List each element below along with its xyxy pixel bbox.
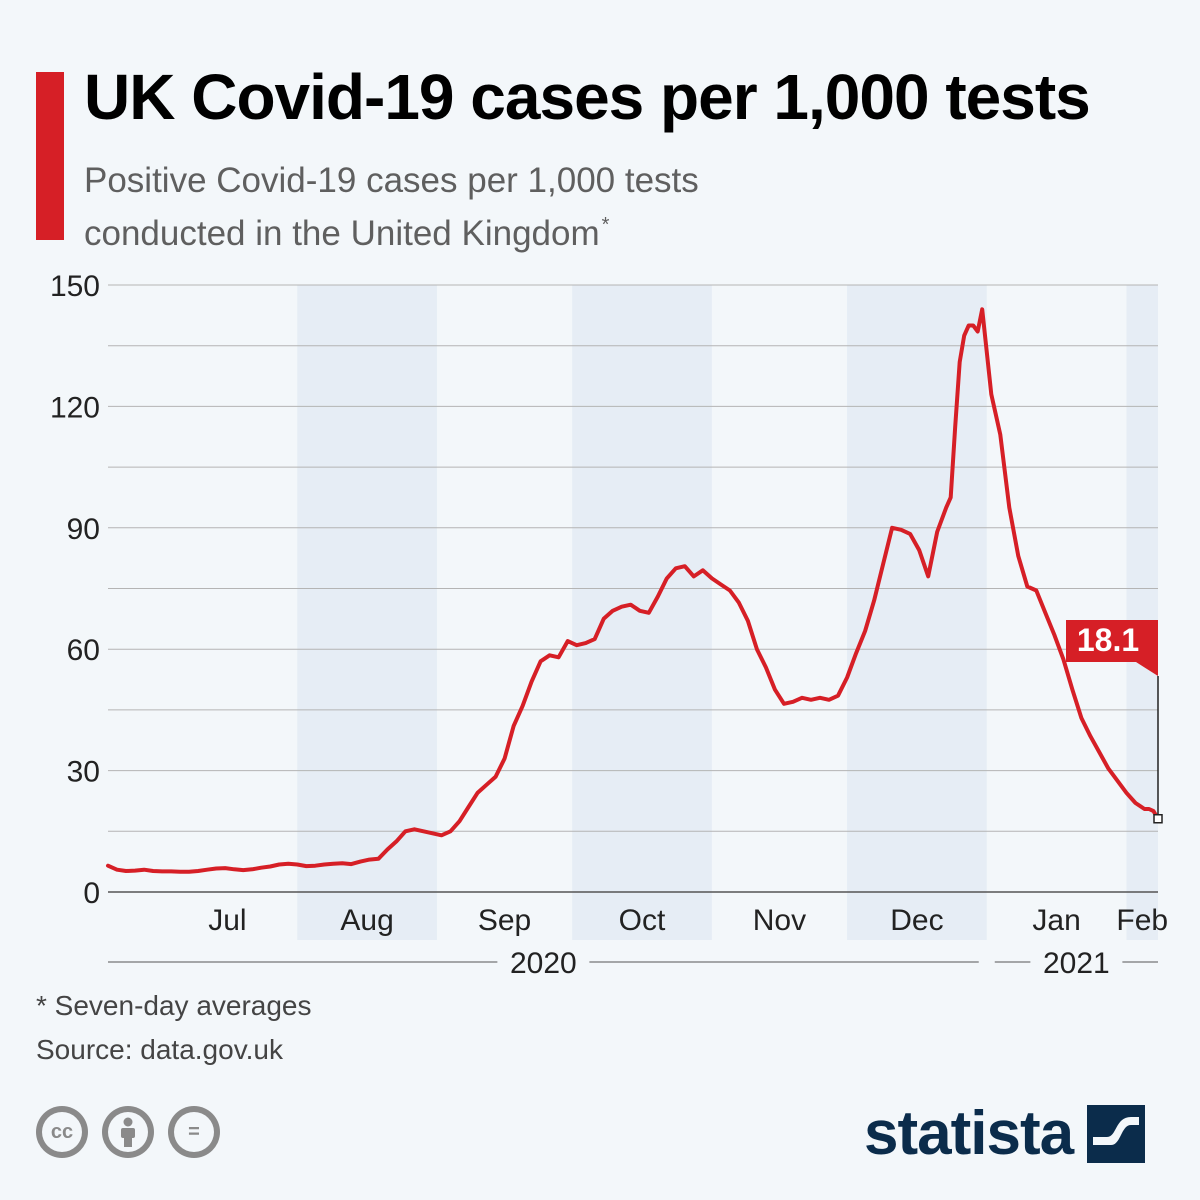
y-tick-label: 0	[83, 877, 100, 910]
cc-glyph: cc	[42, 1112, 82, 1152]
x-tick-label-jan: Jan	[1032, 904, 1080, 937]
x-tick-label-jul: Jul	[208, 904, 246, 937]
cc-noderivatives-icon[interactable]: =	[168, 1106, 220, 1158]
source-note: Source: data.gov.uk	[36, 1034, 283, 1065]
callout-box	[1066, 620, 1158, 676]
subtitle-footnote-marker: *	[601, 214, 610, 236]
page-subtitle: Positive Covid-19 cases per 1,000 tests …	[84, 158, 844, 256]
year-label-2020: 2020	[510, 947, 577, 980]
brand-name: statista	[864, 1099, 1074, 1168]
year-label-2021: 2021	[1043, 947, 1110, 980]
x-tick-label-feb: Feb	[1116, 904, 1168, 937]
month-band-feb	[1126, 285, 1158, 940]
x-tick-label-dec: Dec	[890, 904, 943, 937]
y-tick-label: 90	[67, 513, 100, 546]
y-tick-label: 60	[67, 634, 100, 667]
y-tick-label: 150	[50, 270, 100, 303]
statista-mark-icon	[1087, 1104, 1146, 1163]
license-icons: cc =	[36, 1106, 220, 1158]
x-tick-label-sep: Sep	[478, 904, 531, 937]
cc-attribution-icon[interactable]	[102, 1106, 154, 1158]
person-icon	[121, 1117, 135, 1147]
y-tick-label: 120	[50, 391, 100, 424]
series-line	[106, 307, 1160, 874]
x-tick-label-nov: Nov	[753, 904, 806, 937]
callout-label: 18.1	[1077, 622, 1139, 658]
month-band-aug	[297, 285, 437, 940]
month-band-dec	[847, 285, 987, 940]
statista-logo[interactable]: statista	[864, 1098, 1146, 1169]
x-tick-label-oct: Oct	[619, 904, 666, 937]
footnote: * Seven-day averages	[36, 990, 312, 1021]
subtitle-text: Positive Covid-19 cases per 1,000 tests …	[84, 161, 699, 253]
y-tick-label: 30	[67, 756, 100, 789]
x-tick-label-aug: Aug	[340, 904, 393, 937]
cc-icon[interactable]: cc	[36, 1106, 88, 1158]
nd-glyph: =	[174, 1112, 214, 1152]
last-point-marker	[1153, 814, 1163, 824]
title-accent-bar	[36, 72, 64, 240]
page-title: UK Covid-19 cases per 1,000 tests	[84, 61, 1091, 133]
